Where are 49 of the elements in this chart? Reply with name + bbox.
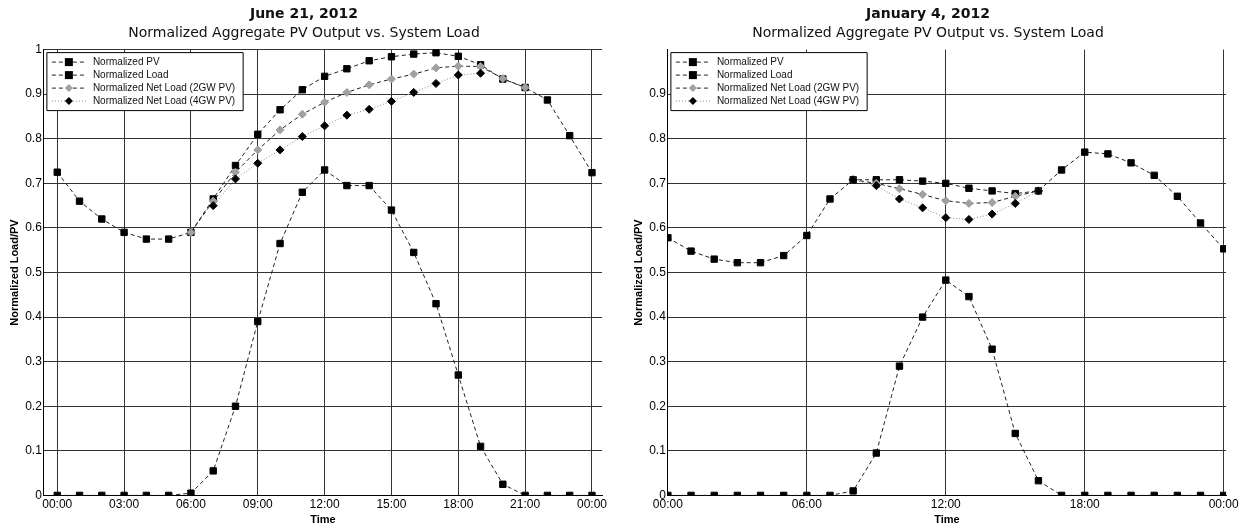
- x-axis-title: Time: [934, 513, 960, 526]
- y-tick-label: 0.5: [649, 264, 667, 279]
- chart-title: June 21, 2012: [248, 5, 359, 22]
- legend-label: Normalized Load: [716, 68, 793, 80]
- y-tick-label: 0.6: [25, 220, 43, 235]
- y-tick-label: 0.4: [649, 309, 667, 324]
- y-tick-label: 0.9: [649, 86, 667, 101]
- y-tick-label: 0.2: [25, 398, 43, 413]
- y-axis-title: Normalized Load/PV: [7, 218, 20, 326]
- x-axis-title: Time: [310, 513, 336, 526]
- chart-title: January 4, 2012: [865, 5, 990, 22]
- legend-label: Normalized PV: [716, 55, 784, 67]
- y-tick-label: 0.8: [649, 131, 667, 146]
- x-tick-label: 15:00: [376, 496, 407, 511]
- x-tick-label: 18:00: [443, 496, 474, 511]
- y-tick-label: 0.8: [25, 131, 43, 146]
- chart-subtitle: Normalized Aggregate PV Output vs. System Load: [752, 23, 1104, 40]
- x-tick-label: 06:00: [175, 496, 207, 511]
- y-tick-label: 0.1: [25, 443, 43, 458]
- y-tick-label: 0.7: [649, 175, 667, 190]
- y-tick-label: 0: [35, 487, 43, 502]
- x-tick-label: 12:00: [309, 496, 340, 511]
- x-tick-label: 03:00: [109, 496, 140, 511]
- legend-label: Normalized Net Load (4GW PV): [716, 94, 860, 106]
- y-tick-label: 0.3: [649, 353, 667, 368]
- y-tick-label: 0.7: [25, 175, 43, 190]
- x-tick-label: 00:00: [1208, 496, 1240, 511]
- y-tick-label: 0.6: [649, 220, 667, 235]
- x-tick-label: 00:00: [42, 496, 73, 511]
- legend-label: Normalized PV: [92, 55, 160, 67]
- legend-label: Normalized Net Load (2GW PV): [92, 81, 236, 93]
- x-tick-label: 09:00: [242, 496, 274, 511]
- y-tick-label: 0.9: [25, 86, 43, 101]
- y-tick-label: 0.4: [25, 309, 43, 324]
- y-tick-label: 1: [35, 41, 43, 56]
- y-tick-label: 0.2: [649, 398, 667, 413]
- legend-label: Normalized Net Load (4GW PV): [92, 94, 236, 106]
- x-tick-label: 12:00: [930, 496, 962, 511]
- x-tick-label: 18:00: [1069, 496, 1101, 511]
- x-tick-label: 21:00: [510, 496, 541, 511]
- y-axis-title: Normalized Load/PV: [631, 218, 644, 326]
- y-tick-label: 0.1: [649, 443, 667, 458]
- x-tick-label: 06:00: [791, 496, 823, 511]
- x-tick-label: 00:00: [576, 496, 608, 511]
- chart-subtitle: Normalized Aggregate PV Output vs. System Load: [128, 23, 480, 40]
- y-tick-label: 0.5: [25, 264, 43, 279]
- legend-label: Normalized Net Load (2GW PV): [716, 81, 860, 93]
- y-tick-label: 0.3: [25, 353, 43, 368]
- legend-label: Normalized Load: [92, 68, 169, 80]
